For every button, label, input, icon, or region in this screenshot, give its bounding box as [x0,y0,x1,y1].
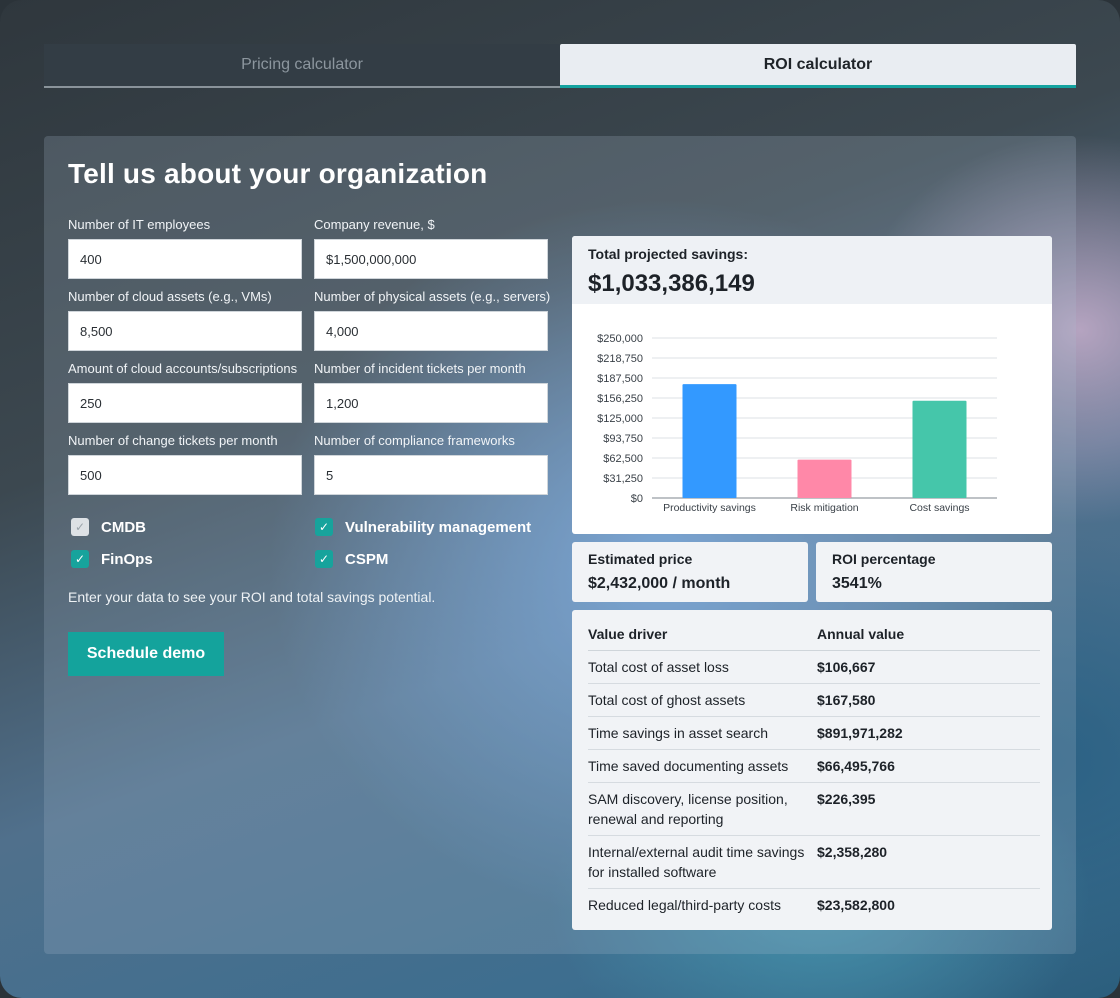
price-label: Estimated price [588,551,693,567]
value-driver-cell: Time savings in asset search [588,716,817,750]
x-tick-label: Risk mitigation [790,502,858,514]
checkmark-icon[interactable]: ✓ [315,550,333,568]
annual-value-cell: $2,358,280 [817,835,1040,889]
roi-label: ROI percentage [832,551,936,567]
field-label: Amount of cloud accounts/subscriptions [68,361,298,376]
helper-text: Enter your data to see your ROI and tota… [68,589,436,605]
roi-value: 3541% [832,575,882,592]
field-compliance-frameworks: Number of compliance frameworks [314,433,548,495]
estimated-price-card: Estimated price $2,432,000 / month [572,542,808,602]
tab-pricing-calculator[interactable]: Pricing calculator [44,44,560,88]
it-employees-input[interactable] [68,239,302,279]
column-header-annual-value: Annual value [817,624,1040,651]
value-driver-cell: SAM discovery, license position, renewal… [588,782,817,836]
field-cloud-accounts: Amount of cloud accounts/subscriptions [68,361,302,423]
price-value: $2,432,000 / month [588,575,731,592]
table-header-row: Value driver Annual value [588,624,1040,651]
page-title: Tell us about your organization [68,158,488,189]
checkmark-icon[interactable]: ✓ [71,550,89,568]
cloud-accounts-input[interactable] [68,383,302,423]
checkmark-icon[interactable]: ✓ [71,518,89,536]
bar [682,384,737,498]
value-driver-cell: Total cost of asset loss [588,650,817,684]
column-header-value-driver: Value driver [588,624,817,651]
y-tick-label: $125,000 [597,413,643,425]
bar [797,459,852,498]
y-tick-label: $31,250 [603,473,643,485]
field-it-employees: Number of IT employees [68,217,302,279]
field-change-tickets: Number of change tickets per month [68,433,302,495]
incident-tickets-input[interactable] [314,383,548,423]
change-tickets-input[interactable] [68,455,302,495]
checkbox-label: FinOps [101,550,153,568]
bar [912,400,967,498]
savings-value: $1,033,386,149 [588,270,755,297]
schedule-demo-button[interactable]: Schedule demo [68,632,224,676]
value-driver-cell: Reduced legal/third-party costs [588,896,781,913]
company-revenue-input[interactable] [314,239,548,279]
table-row: SAM discovery, license position, renewal… [588,782,1040,836]
savings-header: Total projected savings: $1,033,386,149 [572,236,1052,304]
x-tick-label: Cost savings [909,502,969,514]
field-label: Number of physical assets (e.g., servers… [314,289,551,304]
annual-value-cell: $66,495,766 [817,749,1040,783]
checkbox-cmdb[interactable]: ✓ CMDB [71,518,146,536]
x-tick-label: Productivity savings [663,502,756,514]
roi-calculator-panel: Tell us about your organization Number o… [44,136,1076,954]
physical-assets-input[interactable] [314,311,548,351]
y-tick-label: $156,250 [597,393,643,405]
y-tick-label: $250,000 [597,333,643,345]
compliance-frameworks-input[interactable] [314,455,548,495]
table-row: Time saved documenting assets $66,495,76… [588,749,1040,783]
value-driver-card: Value driver Annual value Total cost of … [572,610,1052,930]
annual-value-cell: $106,667 [817,650,1040,684]
field-cloud-assets: Number of cloud assets (e.g., VMs) [68,289,302,351]
checkbox-label: CSPM [345,550,389,568]
checkmark-icon[interactable]: ✓ [315,518,333,536]
value-driver-cell: Time saved documenting assets [588,749,817,783]
table-row: Total cost of ghost assets $167,580 [588,683,1040,717]
table-row: Reduced legal/third-party costs $23,582,… [588,888,1040,921]
checkbox-label: Vulnerability management [345,518,532,536]
field-label: Number of change tickets per month [68,433,278,448]
checkbox-finops[interactable]: ✓ FinOps [71,550,153,568]
y-tick-label: $0 [631,493,643,505]
value-driver-cell: Total cost of ghost assets [588,683,817,717]
y-tick-label: $93,750 [603,433,643,445]
annual-value-cell: $226,395 [817,782,1040,836]
checkbox-label: CMDB [101,518,146,536]
annual-value-cell: $891,971,282 [817,716,1040,750]
table-row: Total cost of asset loss $106,667 [588,650,1040,684]
field-label: Number of IT employees [68,217,211,232]
value-driver-table: Value driver Annual value Total cost of … [588,624,1040,921]
checkbox-cspm[interactable]: ✓ CSPM [315,550,388,568]
field-company-revenue: Company revenue, $ [314,217,548,279]
roi-percentage-card: ROI percentage 3541% [816,542,1052,602]
calculator-tabs: Pricing calculator ROI calculator [44,44,1076,88]
savings-label: Total projected savings: [588,246,748,262]
checkbox-vulnerability-management[interactable]: ✓ Vulnerability management [315,518,531,536]
savings-bar-chart: $0 $31,250 $62,500 $93,750 $125,000 $156,250 $… [597,333,997,514]
cloud-assets-input[interactable] [68,311,302,351]
field-physical-assets: Number of physical assets (e.g., servers… [314,289,551,351]
field-incident-tickets: Number of incident tickets per month [314,361,548,423]
table-row: Time savings in asset search $891,971,28… [588,716,1040,750]
table-row: Internal/external audit time savings for… [588,835,1040,889]
field-label: Number of incident tickets per month [314,361,526,376]
annual-value-cell: $167,580 [817,683,1040,717]
y-tick-label: $187,500 [597,373,643,385]
field-label: Number of cloud assets (e.g., VMs) [68,289,272,304]
annual-value-cell: $23,582,800 [817,896,895,913]
y-tick-label: $218,750 [597,353,643,365]
total-savings-card: Total projected savings: $1,033,386,149 … [572,236,1052,534]
y-tick-label: $62,500 [603,453,643,465]
tab-roi-calculator[interactable]: ROI calculator [560,44,1076,88]
field-label: Company revenue, $ [314,217,435,232]
value-driver-cell: Internal/external audit time savings for… [588,835,817,889]
field-label: Number of compliance frameworks [314,433,515,448]
